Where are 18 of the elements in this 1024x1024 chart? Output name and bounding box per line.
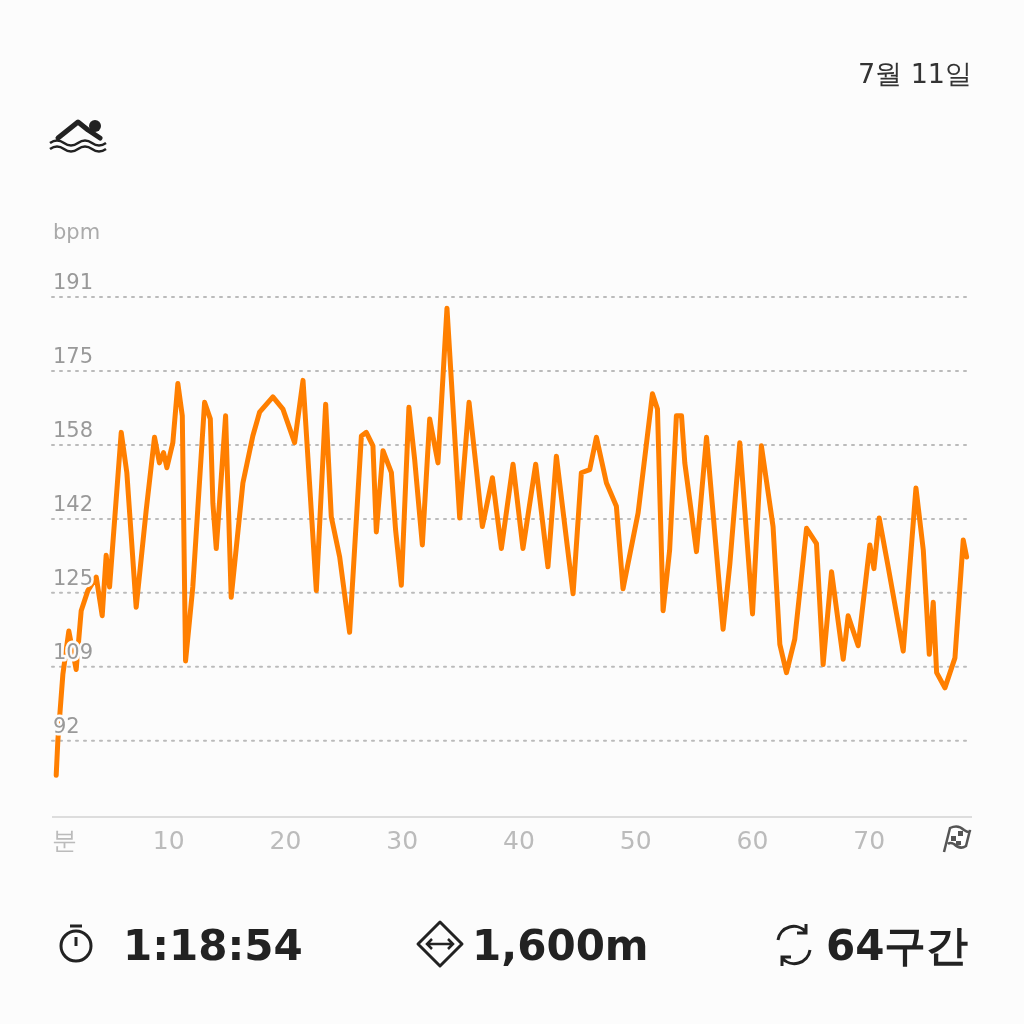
y-tick-label: 158 — [53, 417, 94, 442]
text: 64구간 — [826, 921, 969, 970]
y-tick-label: 191 — [53, 270, 94, 294]
y-axis-title: bpm — [53, 220, 101, 244]
text: 1:18:54 — [123, 921, 303, 970]
x-axis-title: 분 — [52, 826, 77, 855]
text: 1,600m — [472, 921, 649, 970]
chart-subtitle: 7월 11일 — [857, 58, 972, 89]
y-tick-label: 125 — [53, 565, 94, 590]
x-tick-label: 60 — [736, 826, 769, 855]
x-tick-label: 50 — [619, 826, 652, 855]
x-tick-label: 40 — [503, 826, 535, 855]
x-tick-label: 20 — [269, 826, 302, 855]
x-tick-label: 70 — [853, 826, 886, 855]
y-tick-label: 142 — [53, 491, 94, 516]
x-tick-label: 10 — [152, 826, 185, 855]
y-tick-label: 175 — [53, 343, 94, 368]
x-tick-label: 30 — [386, 826, 419, 855]
